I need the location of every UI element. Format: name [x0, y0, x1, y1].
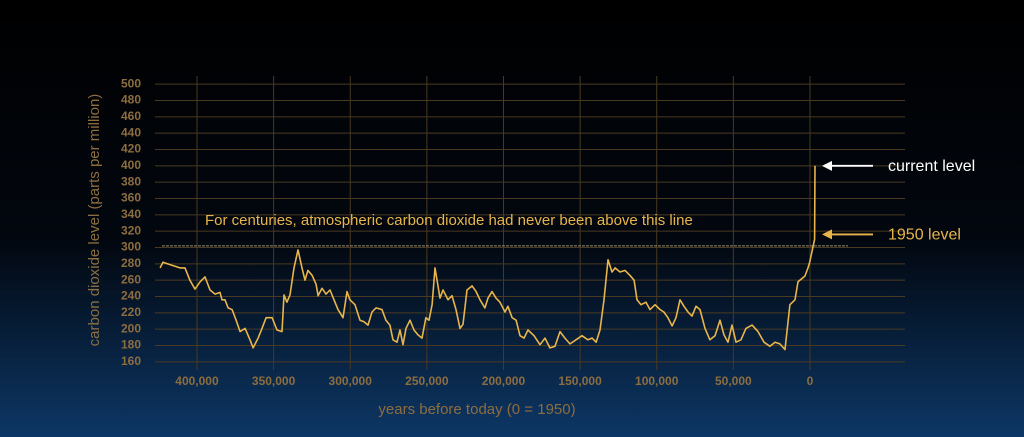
x-tick-label: 250,000 — [405, 374, 449, 388]
x-tick-label: 200,000 — [482, 374, 526, 388]
x-axis-title: years before today (0 = 1950) — [378, 401, 575, 418]
annotation-label: current level — [888, 158, 975, 175]
arrow-head — [822, 160, 832, 171]
y-tick-label: 220 — [121, 305, 141, 319]
y-tick-label: 380 — [121, 174, 141, 188]
x-tick-label: 0 — [807, 374, 814, 388]
y-tick-label: 480 — [121, 93, 141, 107]
x-tick-label: 350,000 — [252, 374, 296, 388]
y-tick-label: 320 — [121, 223, 141, 237]
y-tick-label: 200 — [121, 321, 141, 335]
x-tick-label: 150,000 — [558, 374, 602, 388]
arrow-head — [822, 229, 832, 240]
y-tick-label: 300 — [121, 240, 141, 254]
y-tick-label: 400 — [121, 158, 141, 172]
y-tick-label: 180 — [121, 338, 141, 352]
y-tick-label: 460 — [121, 109, 141, 123]
y-tick-label: 260 — [121, 272, 141, 286]
y-tick-label: 340 — [121, 207, 141, 221]
y-tick-label: 160 — [121, 354, 141, 368]
reference-label: For centuries, atmospheric carbon dioxid… — [205, 212, 693, 229]
y-axis-title: carbon dioxide level (parts per million) — [86, 94, 103, 347]
y-tick-label: 360 — [121, 191, 141, 205]
x-tick-label: 100,000 — [635, 374, 679, 388]
x-tick-label: 400,000 — [175, 374, 219, 388]
annotation-label: 1950 level — [888, 227, 961, 244]
y-tick-label: 440 — [121, 125, 141, 139]
y-tick-label: 500 — [121, 76, 141, 90]
y-tick-label: 420 — [121, 142, 141, 156]
y-tick-label: 240 — [121, 289, 141, 303]
y-tick-label: 280 — [121, 256, 141, 270]
x-tick-label: 300,000 — [329, 374, 373, 388]
data-line — [159, 165, 816, 351]
x-tick-label: 50,000 — [715, 374, 752, 388]
